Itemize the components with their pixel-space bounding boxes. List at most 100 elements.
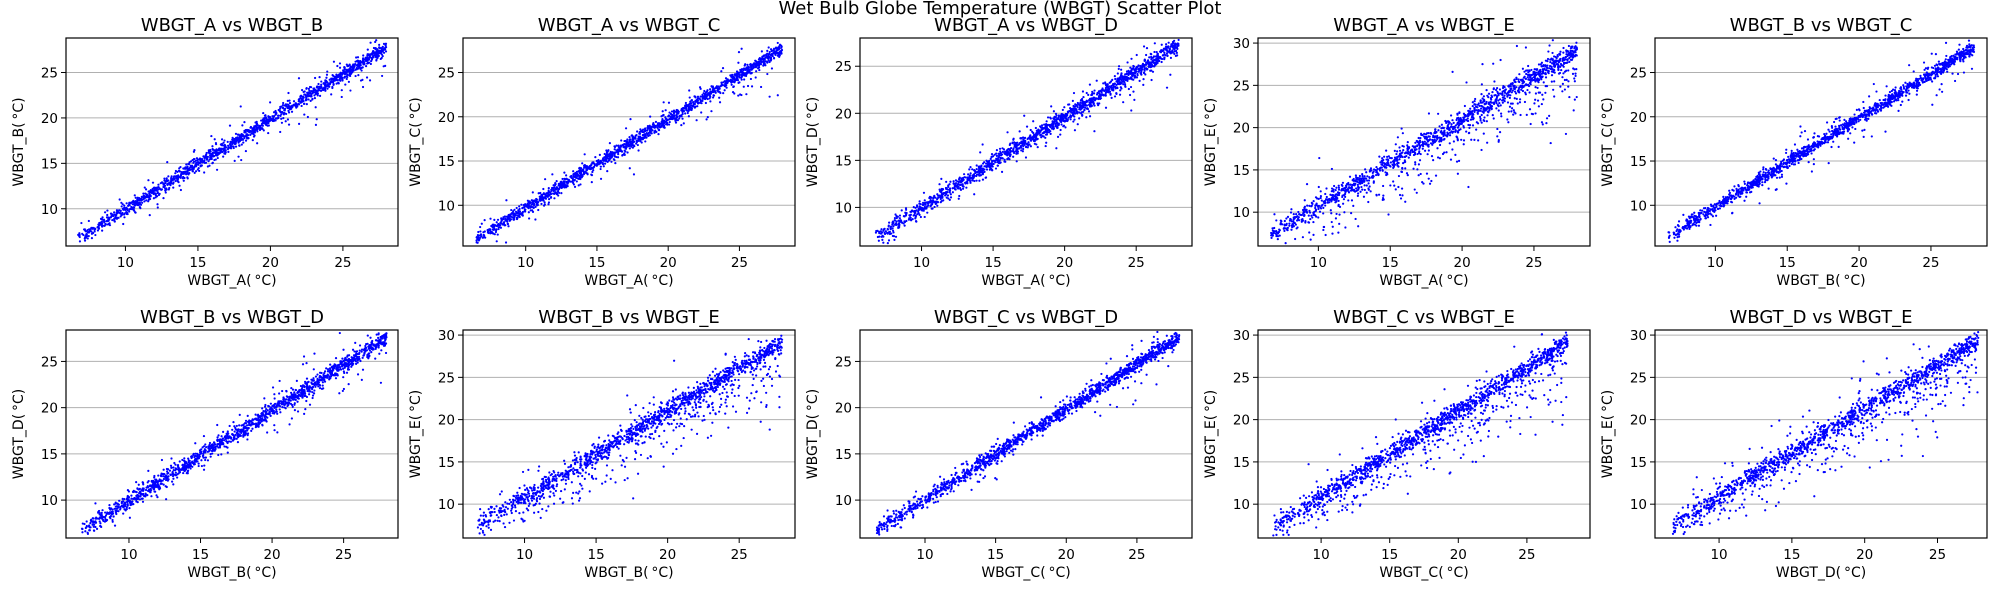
data-point — [938, 183, 941, 186]
data-point — [1092, 102, 1095, 105]
data-point — [1065, 113, 1068, 116]
data-point — [1072, 120, 1075, 123]
data-point — [1093, 130, 1096, 133]
data-point — [1564, 132, 1568, 136]
data-point — [287, 91, 290, 95]
data-point — [898, 217, 901, 220]
data-point — [1145, 47, 1149, 50]
data-point — [145, 195, 148, 198]
data-point — [1499, 104, 1502, 107]
data-point — [94, 233, 97, 237]
data-point — [754, 76, 757, 79]
data-point — [1059, 128, 1062, 132]
data-point — [233, 137, 236, 141]
data-point — [1498, 101, 1501, 105]
data-point — [1513, 97, 1516, 100]
data-point — [585, 169, 588, 172]
data-point — [1318, 156, 1321, 160]
x-tick-label: 25 — [334, 255, 351, 271]
data-point — [957, 178, 961, 181]
data-point — [281, 106, 285, 109]
data-point — [1029, 145, 1032, 148]
data-point — [1085, 91, 1088, 95]
data-point — [229, 141, 233, 144]
data-point — [542, 196, 546, 199]
data-point — [583, 153, 586, 156]
data-point — [930, 203, 934, 206]
data-point — [1312, 200, 1315, 203]
data-point — [218, 149, 221, 152]
data-point — [562, 180, 565, 183]
data-point — [332, 80, 335, 83]
data-point — [1161, 54, 1164, 57]
data-point — [194, 170, 198, 173]
data-point — [926, 211, 929, 214]
data-point — [271, 115, 274, 118]
data-point — [615, 144, 618, 147]
data-point — [634, 134, 637, 137]
data-point — [886, 227, 889, 231]
data-point — [117, 216, 120, 219]
data-point — [1037, 131, 1041, 134]
data-point — [193, 166, 196, 169]
data-point — [940, 194, 944, 197]
data-point — [1177, 38, 1180, 42]
data-point — [1294, 237, 1297, 241]
data-point — [1324, 233, 1327, 237]
data-point — [362, 54, 365, 57]
data-point — [500, 217, 503, 220]
data-point — [233, 159, 236, 162]
data-point — [222, 141, 225, 144]
data-point — [283, 112, 286, 115]
data-point — [1096, 102, 1099, 105]
data-point — [1567, 85, 1570, 88]
data-point — [949, 193, 952, 196]
data-point — [624, 145, 628, 148]
data-point — [729, 74, 732, 77]
data-point — [961, 184, 964, 187]
data-point — [1546, 57, 1550, 61]
data-point — [122, 222, 125, 226]
data-point — [560, 192, 563, 195]
data-point — [917, 208, 920, 211]
data-point — [1518, 101, 1522, 104]
data-point — [1128, 93, 1132, 97]
data-point — [475, 241, 478, 244]
data-point — [210, 157, 213, 161]
x-tick-label: 25 — [731, 255, 748, 271]
data-point — [702, 92, 705, 95]
data-point — [880, 235, 883, 238]
data-point — [750, 72, 753, 75]
y-tick-label: 15 — [438, 154, 455, 170]
data-point — [1155, 55, 1158, 58]
data-point — [780, 46, 783, 49]
data-point — [768, 95, 771, 98]
data-point — [1330, 212, 1333, 215]
data-point — [936, 201, 939, 204]
data-point — [1087, 110, 1091, 113]
data-point — [1116, 72, 1119, 75]
data-point — [152, 189, 156, 192]
data-point — [332, 74, 335, 78]
data-point — [1155, 57, 1158, 61]
data-point — [164, 189, 167, 192]
data-point — [952, 180, 955, 183]
data-point — [314, 123, 318, 126]
data-point — [239, 105, 242, 108]
data-point — [894, 235, 898, 238]
data-point — [357, 60, 360, 64]
data-point — [1351, 184, 1354, 187]
data-point — [607, 159, 610, 162]
data-point — [1177, 44, 1180, 47]
data-point — [504, 224, 507, 227]
data-point — [684, 112, 687, 115]
data-point — [718, 101, 722, 104]
data-point — [1064, 116, 1067, 119]
data-point — [523, 203, 526, 206]
data-point — [574, 171, 577, 175]
data-point — [515, 216, 518, 219]
data-point — [215, 168, 219, 171]
data-point — [601, 161, 604, 164]
data-point — [1063, 106, 1066, 109]
data-point — [1109, 93, 1112, 96]
